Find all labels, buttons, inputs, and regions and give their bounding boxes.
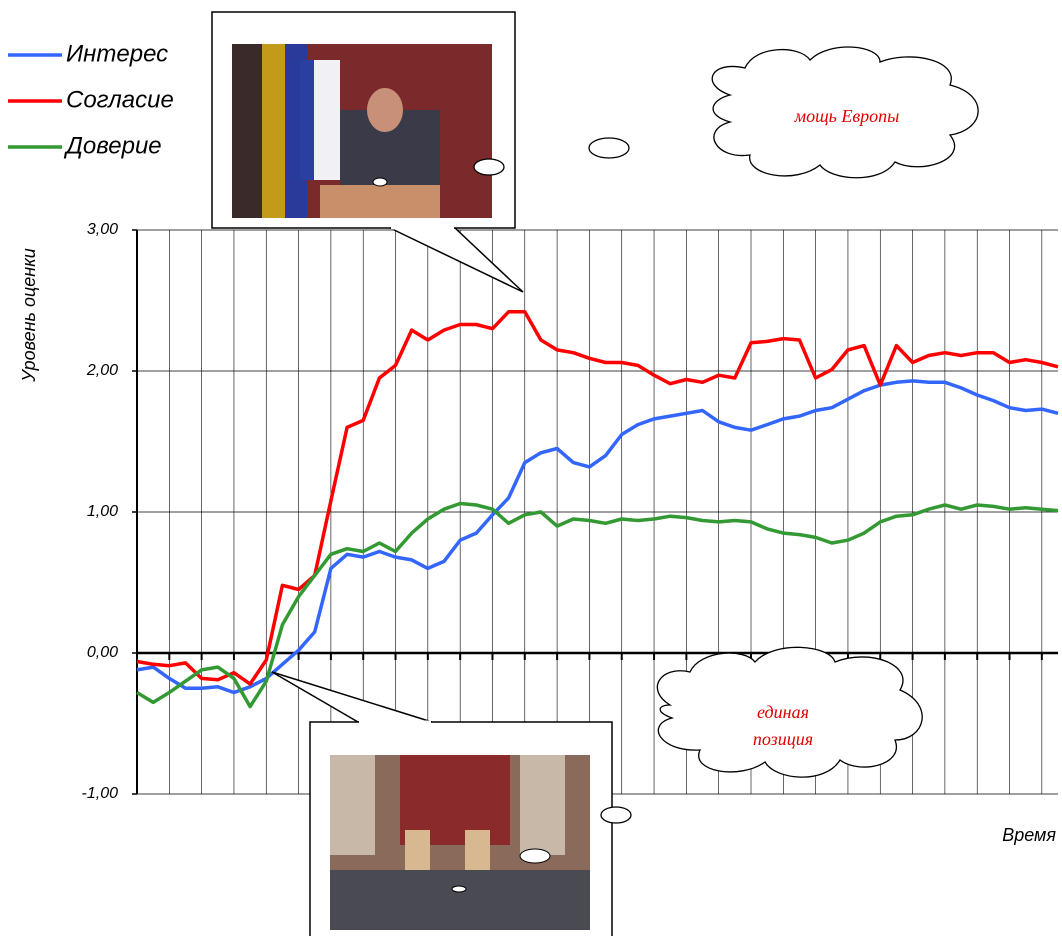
legend-label: Согласие (66, 86, 174, 113)
y-tick-label: -1,00 (82, 785, 119, 802)
photo-callout (211, 11, 524, 293)
y-tick-label: 3,00 (87, 221, 118, 238)
series-line (136, 379, 1059, 695)
legend: Интерес Согласие Доверие (8, 40, 174, 159)
series-line (136, 501, 1059, 709)
thought-cloud (473, 46, 979, 824)
y-axis-label: Уровень оценки (19, 248, 39, 382)
annotation: позиция (753, 729, 813, 749)
annotation: мощь Европы (794, 106, 900, 126)
x-axis-label: Время (1002, 825, 1056, 845)
annotation: единая (757, 702, 809, 722)
y-tick-label: 1,00 (87, 503, 118, 520)
legend-label: Интерес (66, 40, 168, 67)
photo-callout (271, 671, 613, 936)
y-tick-label: 2,00 (86, 362, 118, 379)
legend-label: Доверие (63, 132, 162, 159)
y-tick-label: 0,00 (87, 644, 118, 661)
series-line (136, 310, 1059, 686)
